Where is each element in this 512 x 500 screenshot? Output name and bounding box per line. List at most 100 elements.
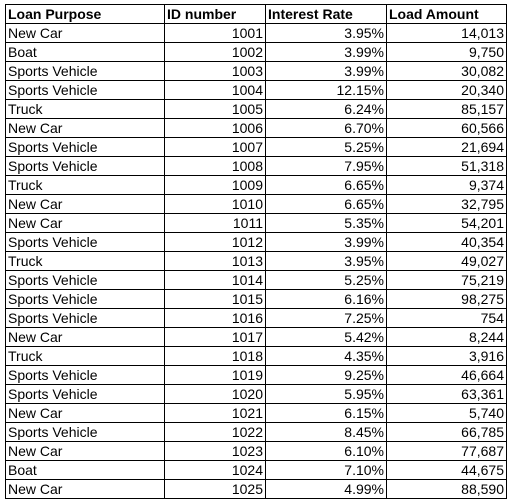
header-loan-purpose[interactable]: Loan Purpose bbox=[5, 4, 165, 24]
interest-rate-cell[interactable]: 3.99% bbox=[265, 42, 387, 62]
interest-rate-cell[interactable]: 7.25% bbox=[265, 308, 387, 328]
id-number-cell[interactable]: 1024 bbox=[164, 460, 266, 480]
load-amount-cell[interactable]: 88,590 bbox=[386, 479, 507, 499]
load-amount-cell[interactable]: 85,157 bbox=[386, 99, 507, 119]
loan-purpose-cell[interactable]: Sports Vehicle bbox=[5, 289, 165, 309]
load-amount-cell[interactable]: 49,027 bbox=[386, 251, 507, 271]
loan-purpose-cell[interactable]: Sports Vehicle bbox=[5, 137, 165, 157]
load-amount-cell[interactable]: 60,566 bbox=[386, 118, 507, 138]
interest-rate-cell[interactable]: 7.95% bbox=[265, 156, 387, 176]
id-number-cell[interactable]: 1006 bbox=[164, 118, 266, 138]
loan-purpose-cell[interactable]: New Car bbox=[5, 194, 165, 214]
id-number-cell[interactable]: 1015 bbox=[164, 289, 266, 309]
loan-purpose-cell[interactable]: New Car bbox=[5, 213, 165, 233]
interest-rate-cell[interactable]: 3.99% bbox=[265, 61, 387, 81]
interest-rate-cell[interactable]: 3.95% bbox=[265, 23, 387, 43]
loan-purpose-cell[interactable]: New Car bbox=[5, 479, 165, 499]
loan-purpose-cell[interactable]: Sports Vehicle bbox=[5, 308, 165, 328]
load-amount-cell[interactable]: 20,340 bbox=[386, 80, 507, 100]
interest-rate-cell[interactable]: 3.95% bbox=[265, 251, 387, 271]
interest-rate-cell[interactable]: 5.25% bbox=[265, 137, 387, 157]
load-amount-cell[interactable]: 66,785 bbox=[386, 422, 507, 442]
interest-rate-cell[interactable]: 5.95% bbox=[265, 384, 387, 404]
loan-purpose-cell[interactable]: New Car bbox=[5, 441, 165, 461]
id-number-cell[interactable]: 1004 bbox=[164, 80, 266, 100]
id-number-cell[interactable]: 1008 bbox=[164, 156, 266, 176]
interest-rate-cell[interactable]: 5.35% bbox=[265, 213, 387, 233]
loan-purpose-cell[interactable]: Sports Vehicle bbox=[5, 61, 165, 81]
loan-purpose-cell[interactable]: Sports Vehicle bbox=[5, 80, 165, 100]
interest-rate-cell[interactable]: 8.45% bbox=[265, 422, 387, 442]
loan-purpose-cell[interactable]: Sports Vehicle bbox=[5, 384, 165, 404]
id-number-cell[interactable]: 1019 bbox=[164, 365, 266, 385]
loan-purpose-cell[interactable]: New Car bbox=[5, 327, 165, 347]
loan-purpose-cell[interactable]: Truck bbox=[5, 346, 165, 366]
id-number-cell[interactable]: 1002 bbox=[164, 42, 266, 62]
interest-rate-cell[interactable]: 9.25% bbox=[265, 365, 387, 385]
loan-purpose-cell[interactable]: Truck bbox=[5, 251, 165, 271]
id-number-cell[interactable]: 1003 bbox=[164, 61, 266, 81]
id-number-cell[interactable]: 1007 bbox=[164, 137, 266, 157]
id-number-cell[interactable]: 1022 bbox=[164, 422, 266, 442]
id-number-cell[interactable]: 1013 bbox=[164, 251, 266, 271]
interest-rate-cell[interactable]: 6.24% bbox=[265, 99, 387, 119]
interest-rate-cell[interactable]: 6.65% bbox=[265, 175, 387, 195]
id-number-cell[interactable]: 1023 bbox=[164, 441, 266, 461]
id-number-cell[interactable]: 1009 bbox=[164, 175, 266, 195]
load-amount-cell[interactable]: 44,675 bbox=[386, 460, 507, 480]
load-amount-cell[interactable]: 40,354 bbox=[386, 232, 507, 252]
interest-rate-cell[interactable]: 7.10% bbox=[265, 460, 387, 480]
load-amount-cell[interactable]: 46,664 bbox=[386, 365, 507, 385]
id-number-cell[interactable]: 1001 bbox=[164, 23, 266, 43]
loan-purpose-cell[interactable]: Sports Vehicle bbox=[5, 232, 165, 252]
load-amount-cell[interactable]: 51,318 bbox=[386, 156, 507, 176]
loan-purpose-cell[interactable]: Boat bbox=[5, 42, 165, 62]
interest-rate-cell[interactable]: 5.25% bbox=[265, 270, 387, 290]
id-number-cell[interactable]: 1021 bbox=[164, 403, 266, 423]
id-number-cell[interactable]: 1016 bbox=[164, 308, 266, 328]
id-number-cell[interactable]: 1010 bbox=[164, 194, 266, 214]
interest-rate-cell[interactable]: 6.16% bbox=[265, 289, 387, 309]
load-amount-cell[interactable]: 75,219 bbox=[386, 270, 507, 290]
interest-rate-cell[interactable]: 4.35% bbox=[265, 346, 387, 366]
id-number-cell[interactable]: 1005 bbox=[164, 99, 266, 119]
load-amount-cell[interactable]: 9,374 bbox=[386, 175, 507, 195]
interest-rate-cell[interactable]: 5.42% bbox=[265, 327, 387, 347]
loan-purpose-cell[interactable]: Truck bbox=[5, 99, 165, 119]
header-id-number[interactable]: ID number bbox=[164, 4, 266, 24]
load-amount-cell[interactable]: 3,916 bbox=[386, 346, 507, 366]
load-amount-cell[interactable]: 21,694 bbox=[386, 137, 507, 157]
load-amount-cell[interactable]: 54,201 bbox=[386, 213, 507, 233]
loan-purpose-cell[interactable]: Sports Vehicle bbox=[5, 365, 165, 385]
id-number-cell[interactable]: 1017 bbox=[164, 327, 266, 347]
loan-purpose-cell[interactable]: Sports Vehicle bbox=[5, 270, 165, 290]
interest-rate-cell[interactable]: 6.65% bbox=[265, 194, 387, 214]
id-number-cell[interactable]: 1014 bbox=[164, 270, 266, 290]
header-load-amount[interactable]: Load Amount bbox=[386, 4, 507, 24]
loan-purpose-cell[interactable]: Truck bbox=[5, 175, 165, 195]
id-number-cell[interactable]: 1020 bbox=[164, 384, 266, 404]
load-amount-cell[interactable]: 8,244 bbox=[386, 327, 507, 347]
interest-rate-cell[interactable]: 6.10% bbox=[265, 441, 387, 461]
load-amount-cell[interactable]: 9,750 bbox=[386, 42, 507, 62]
load-amount-cell[interactable]: 754 bbox=[386, 308, 507, 328]
load-amount-cell[interactable]: 32,795 bbox=[386, 194, 507, 214]
loan-purpose-cell[interactable]: New Car bbox=[5, 118, 165, 138]
loan-purpose-cell[interactable]: Boat bbox=[5, 460, 165, 480]
interest-rate-cell[interactable]: 6.70% bbox=[265, 118, 387, 138]
load-amount-cell[interactable]: 98,275 bbox=[386, 289, 507, 309]
load-amount-cell[interactable]: 5,740 bbox=[386, 403, 507, 423]
id-number-cell[interactable]: 1012 bbox=[164, 232, 266, 252]
loan-purpose-cell[interactable]: Sports Vehicle bbox=[5, 156, 165, 176]
load-amount-cell[interactable]: 77,687 bbox=[386, 441, 507, 461]
loan-purpose-cell[interactable]: Sports Vehicle bbox=[5, 422, 165, 442]
load-amount-cell[interactable]: 14,013 bbox=[386, 23, 507, 43]
loan-purpose-cell[interactable]: New Car bbox=[5, 23, 165, 43]
load-amount-cell[interactable]: 63,361 bbox=[386, 384, 507, 404]
load-amount-cell[interactable]: 30,082 bbox=[386, 61, 507, 81]
interest-rate-cell[interactable]: 6.15% bbox=[265, 403, 387, 423]
header-interest-rate[interactable]: Interest Rate bbox=[265, 4, 387, 24]
id-number-cell[interactable]: 1025 bbox=[164, 479, 266, 499]
interest-rate-cell[interactable]: 12.15% bbox=[265, 80, 387, 100]
interest-rate-cell[interactable]: 4.99% bbox=[265, 479, 387, 499]
